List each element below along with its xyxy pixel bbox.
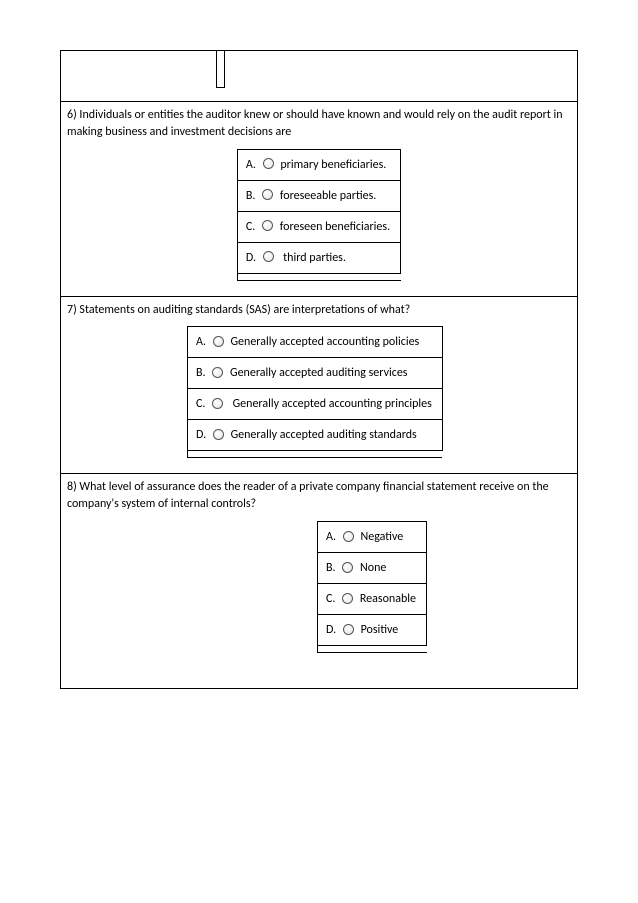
question-7-options: A. Generally accepted accounting policie…: [187, 326, 443, 458]
radio-icon[interactable]: [263, 158, 274, 169]
questions-table: 6) Individuals or entities the auditor k…: [60, 50, 578, 689]
radio-icon[interactable]: [213, 336, 224, 347]
option-letter: A.: [196, 335, 206, 349]
option-label: None: [360, 561, 386, 575]
option-label: foreseen beneficiaries.: [280, 220, 390, 234]
question-8-cell: 8) What level of assurance does the read…: [61, 474, 578, 689]
top-spacer-box: [216, 51, 225, 88]
option-letter: C.: [246, 220, 255, 234]
radio-icon[interactable]: [343, 624, 354, 635]
options-tail: [237, 273, 400, 280]
option-letter: B.: [326, 561, 336, 575]
options-tail: [188, 451, 443, 458]
q7-option-a[interactable]: A. Generally accepted accounting policie…: [188, 327, 443, 358]
q8-option-d[interactable]: D. Positive: [318, 614, 427, 645]
radio-icon[interactable]: [212, 367, 223, 378]
q6-option-b[interactable]: B. foreseeable parties.: [237, 180, 400, 211]
radio-icon[interactable]: [342, 562, 353, 573]
question-6-options: A. primary beneficiaries. B. foreseeable…: [237, 149, 401, 281]
radio-icon[interactable]: [343, 531, 354, 542]
option-letter: B.: [196, 366, 206, 380]
radio-icon[interactable]: [263, 251, 274, 262]
question-6-text: 6) Individuals or entities the auditor k…: [67, 107, 571, 141]
q7-option-c[interactable]: C. Generally accepted accounting princip…: [188, 389, 443, 420]
q8-option-c[interactable]: C. Reasonable: [318, 583, 427, 614]
question-8-options-wrap: A. Negative B. None C.: [67, 521, 571, 653]
option-label: Generally accepted auditing services: [230, 366, 408, 380]
question-7-text: 7) Statements on auditing standards (SAS…: [67, 302, 571, 319]
radio-icon[interactable]: [342, 593, 353, 604]
option-letter: D.: [196, 428, 206, 442]
radio-icon[interactable]: [213, 429, 224, 440]
option-label: primary beneficiaries.: [280, 158, 386, 172]
option-label: Generally accepted accounting principles: [233, 397, 432, 411]
option-label: Reasonable: [360, 592, 416, 606]
option-label: Generally accepted accounting policies: [230, 335, 419, 349]
option-label: foreseeable parties.: [280, 189, 376, 203]
q6-option-a[interactable]: A. primary beneficiaries.: [237, 149, 400, 180]
option-label: Generally accepted auditing standards: [231, 428, 417, 442]
q6-option-d[interactable]: D. third parties.: [237, 242, 400, 273]
option-letter: B.: [246, 189, 256, 203]
question-8-text: 8) What level of assurance does the read…: [67, 479, 571, 513]
question-6-options-wrap: A. primary beneficiaries. B. foreseeable…: [67, 149, 571, 281]
radio-icon[interactable]: [262, 220, 273, 231]
q7-option-b[interactable]: B. Generally accepted auditing services: [188, 358, 443, 389]
q8-option-b[interactable]: B. None: [318, 552, 427, 583]
option-letter: D.: [246, 251, 256, 265]
options-tail: [318, 645, 427, 652]
top-spacer-cell: [61, 51, 578, 102]
radio-icon[interactable]: [212, 398, 223, 409]
question-6-cell: 6) Individuals or entities the auditor k…: [61, 102, 578, 297]
radio-icon[interactable]: [262, 189, 273, 200]
question-8-options: A. Negative B. None C.: [317, 521, 427, 653]
option-label: third parties.: [283, 251, 346, 265]
q8-option-a[interactable]: A. Negative: [318, 521, 427, 552]
q6-option-c[interactable]: C. foreseen beneficiaries.: [237, 211, 400, 242]
option-label: Positive: [361, 623, 399, 637]
option-letter: C.: [196, 397, 205, 411]
q7-option-d[interactable]: D. Generally accepted auditing standards: [188, 420, 443, 451]
question-7-options-wrap: A. Generally accepted accounting policie…: [67, 326, 571, 458]
question-7-cell: 7) Statements on auditing standards (SAS…: [61, 296, 578, 474]
option-letter: C.: [326, 592, 335, 606]
option-letter: A.: [326, 530, 336, 544]
option-letter: D.: [326, 623, 336, 637]
option-letter: A.: [246, 158, 256, 172]
page: 6) Individuals or entities the auditor k…: [0, 0, 638, 739]
option-label: Negative: [360, 530, 403, 544]
